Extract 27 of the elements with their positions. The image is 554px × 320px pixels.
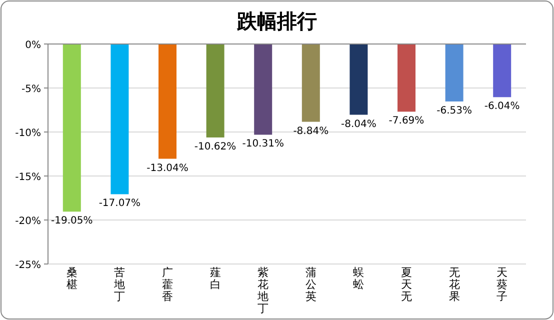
y-tick-label: -5% [22,84,41,95]
data-label: -17.07% [98,198,141,210]
chart-title: 跌幅排行 [236,9,317,33]
x-tick-label: 蒲公英 [305,266,316,303]
x-tick-label: 蜈蚣 [353,266,364,291]
x-tick-label: 苦地丁 [113,266,126,303]
y-tick-label: -15% [15,172,41,183]
data-label: -6.53% [436,105,472,116]
y-tick-label: 0% [25,40,41,51]
x-tick-label: 紫花地丁 [256,266,269,315]
data-label: -8.84% [293,126,329,137]
data-label: -13.04% [146,162,188,174]
x-tick-label: 夏天无 [401,266,412,303]
x-tick-label: 广藿香 [162,266,173,303]
data-label: -10.62% [194,141,236,152]
data-label: -6.04% [484,101,520,112]
y-tick-label: -10% [15,128,41,139]
x-tick-label: 无花果 [448,266,460,303]
data-label: -10.31% [242,138,284,150]
data-label: -7.69% [388,116,424,127]
y-tick-label: -20% [15,216,41,227]
data-label: -19.05% [51,216,93,227]
x-tick-label: 天葵子 [496,266,508,303]
x-tick-label: 桑椹 [66,266,78,291]
data-label: -8.04% [341,118,376,130]
x-tick-label: 薤白 [210,266,221,291]
y-tick-label: -25% [15,260,41,271]
